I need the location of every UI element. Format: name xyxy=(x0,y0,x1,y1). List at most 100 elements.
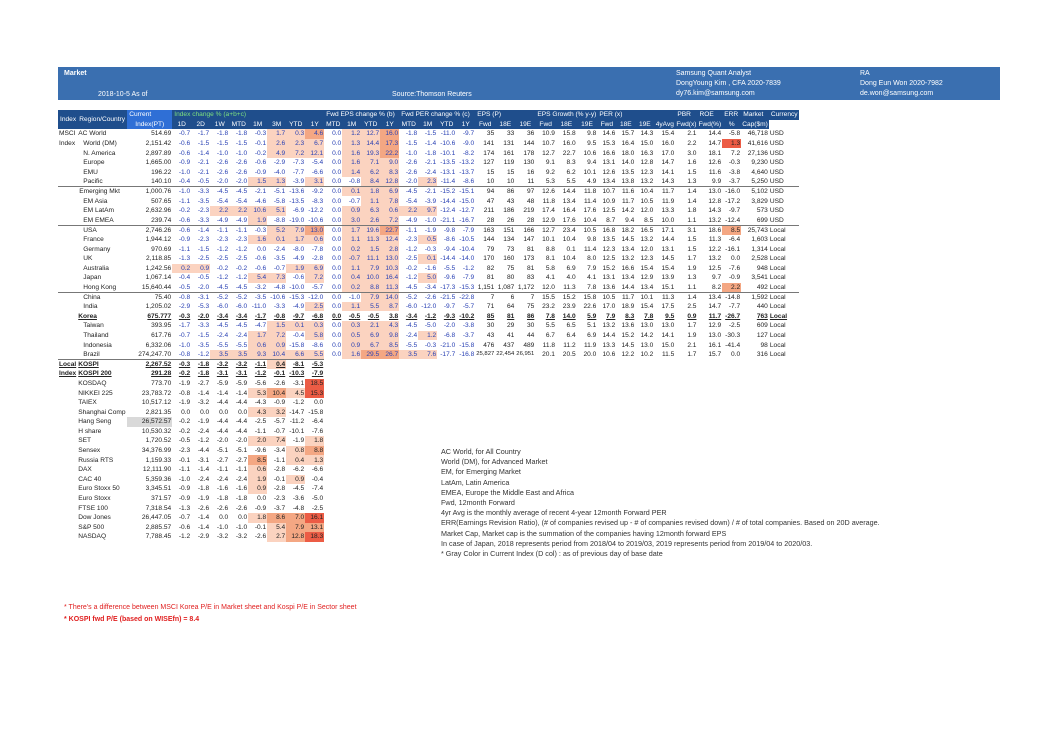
column-header: 18E xyxy=(495,119,516,130)
value-cell: 1.1 xyxy=(342,301,362,312)
region-name-cell: NIKKEI 225 xyxy=(78,389,113,397)
value-cell: 9.4 xyxy=(625,216,635,224)
current-index-cell: 7,318.54 xyxy=(145,504,172,512)
value-cell: -10.6 xyxy=(308,216,324,224)
index-group-cell xyxy=(58,168,77,178)
value-cell: -0.7 xyxy=(273,427,286,435)
table-row: Euro Stoxx 50 3,345.51 -0.9 -1.8 -1.6 -1.6 0.9… xyxy=(58,484,824,494)
value-cell: 14.1 xyxy=(661,168,675,176)
value-cell: 219 xyxy=(523,207,535,215)
table-row: H share 10,530.32 -0.2 -2.4 -4.4 -4.4 -1.1 -0.7… xyxy=(58,427,824,437)
value-cell: 30 xyxy=(486,322,495,330)
value-cell: -0.9 xyxy=(178,236,191,244)
value-cell: 1.4 xyxy=(675,291,698,302)
value-cell: 0.2 xyxy=(172,263,192,274)
value-cell: 0.0 xyxy=(332,351,342,359)
value-cell: -0.9 xyxy=(178,485,191,493)
value-cell: -1.2 xyxy=(405,245,418,253)
value-cell: -0.6 xyxy=(178,140,191,148)
value-cell: 166 xyxy=(515,224,536,235)
value-cell: 5,250 xyxy=(751,178,768,186)
value-cell: -0.3 xyxy=(424,245,437,253)
value-cell: -6.4 xyxy=(728,236,741,244)
value-cell: -1.0 xyxy=(216,523,229,531)
value-cell: -0.6 xyxy=(254,255,267,263)
index-group-cell xyxy=(58,264,77,274)
value-cell: 43 xyxy=(506,197,515,205)
value-cell: 36 xyxy=(526,130,535,138)
value-cell: -1.1 xyxy=(254,427,267,435)
value-cell: 1.5 xyxy=(267,321,287,331)
value-cell: 0.9 xyxy=(342,205,362,216)
value-cell: -0.1 xyxy=(273,475,286,483)
value-cell: -5.8 xyxy=(728,130,741,138)
value-cell: 4,640 xyxy=(751,168,768,176)
column-header: Fwd xyxy=(597,119,617,130)
current-index-cell: 12,111.90 xyxy=(142,466,172,474)
value-cell: 23.9 xyxy=(562,303,576,311)
index-group-cell xyxy=(58,436,77,446)
value-cell: -0.4 xyxy=(311,475,324,483)
value-cell: 1.4 xyxy=(687,197,697,205)
value-cell: 15.2 xyxy=(555,291,577,302)
value-cell: 7.9 xyxy=(606,312,616,320)
group-header: PER (x) xyxy=(597,110,676,120)
value-cell: 0.9 xyxy=(687,312,697,320)
value-cell: 18.6 xyxy=(697,224,723,235)
value-cell: 10.4 xyxy=(635,186,655,197)
value-cell: -41.4 xyxy=(725,341,741,349)
value-cell: 22.7 xyxy=(562,149,576,157)
value-cell: -2.9 xyxy=(178,303,191,311)
current-index-cell: 393.95 xyxy=(151,322,172,330)
value-cell: 14.4 xyxy=(361,138,381,149)
value-cell: -1.1 xyxy=(273,456,286,464)
index-group-cell xyxy=(58,302,77,312)
value-cell: -0.9 xyxy=(273,399,286,407)
value-cell: -4.9 xyxy=(405,216,418,224)
region-name-cell: Indonesia xyxy=(83,341,112,349)
value-cell: -6.0 xyxy=(216,303,229,311)
note-line: In case of Japan, 2018 represents period… xyxy=(441,538,813,548)
value-cell: 0.0 xyxy=(324,291,343,302)
region-name-cell: H share xyxy=(78,427,102,435)
value-cell: -1.1 xyxy=(399,224,419,235)
value-cell: 15.2 xyxy=(602,264,616,272)
value-cell: -13.5 xyxy=(440,159,456,167)
value-cell: -3.1 xyxy=(235,370,248,378)
value-cell: 15.1 xyxy=(661,283,675,291)
current-index-cell: 507.65 xyxy=(151,197,172,205)
table-row: NASDAQ 7,788.45 -1.2 -2.9 -3.2 -3.2 -2.6 2.7 12.… xyxy=(58,532,824,542)
region-name-cell: Pacific xyxy=(83,178,103,186)
value-cell: -1.2 xyxy=(216,245,229,253)
value-cell: 14.3 xyxy=(640,130,654,138)
value-cell: 1.9 xyxy=(286,263,306,274)
table-row: Europe 1,665.00 -0.9 -2.1 -2.6 -2.6 -0.6 -2.9 -7… xyxy=(58,157,824,168)
value-cell: 13.2 xyxy=(640,178,654,186)
column-header: 19E xyxy=(515,119,536,130)
value-cell: 0.0 xyxy=(200,408,210,416)
column-header: 1Y xyxy=(380,119,400,130)
value-cell: -0.9 xyxy=(254,168,267,176)
value-cell: 134 xyxy=(503,236,515,244)
region-name-cell: DAX xyxy=(78,466,92,474)
current-index-cell: 2,118.85 xyxy=(146,255,172,263)
value-cell: -1.0 xyxy=(178,341,191,349)
value-cell: -7.9 xyxy=(456,224,476,235)
value-cell: -11.0 xyxy=(440,130,456,138)
value-cell: 9.5 xyxy=(587,140,597,148)
value-cell: -5.0 xyxy=(424,322,437,330)
region-name-cell: EM EMEA xyxy=(83,216,114,224)
value-cell: 1,087 xyxy=(497,283,515,291)
value-cell: 10.0 xyxy=(361,273,381,283)
value-cell: 14.5 xyxy=(621,341,635,349)
value-cell: USD xyxy=(769,197,784,205)
value-cell: 0.6 xyxy=(248,464,268,475)
value-cell: -0.6 xyxy=(172,224,192,235)
current-index-cell: 140.10 xyxy=(151,178,172,186)
value-cell: -6.8 xyxy=(443,331,456,339)
value-cell: -2.3 xyxy=(405,236,418,244)
value-cell: -2.4 xyxy=(235,475,248,483)
value-cell: 0.0 xyxy=(731,351,741,359)
value-cell: 14.4 xyxy=(708,130,722,138)
value-cell: -4.6 xyxy=(254,197,267,205)
